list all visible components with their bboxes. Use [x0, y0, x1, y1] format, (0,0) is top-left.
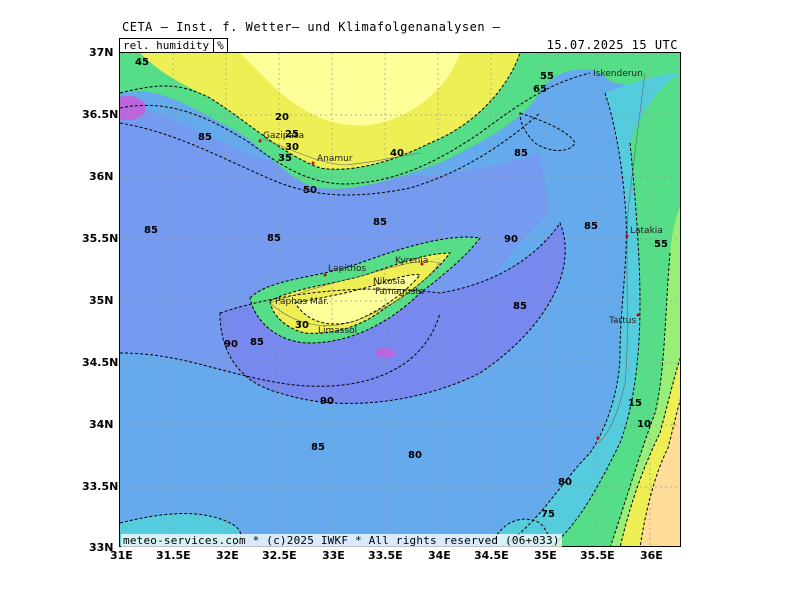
cyprus-pale — [295, 274, 420, 324]
city-label-tartus: Tartus — [608, 316, 636, 326]
map-title: CETA – Inst. f. Wetter– und Klimafolgena… — [122, 20, 501, 34]
contour-label: 30 — [295, 320, 309, 331]
city-label-nikosia: Nikosia — [373, 277, 405, 287]
humidity-map: Gazipasa Anamur Lapithos Kyrenia Nikosia… — [119, 52, 681, 547]
lon-label: 31.5E — [156, 549, 191, 562]
lat-label: 35.5N — [82, 232, 119, 245]
lat-label: 36N — [89, 170, 114, 183]
contour-label: 35 — [278, 153, 292, 164]
city-label-iskenderun: Iskenderun — [593, 69, 643, 79]
lon-label: 31E — [110, 549, 133, 562]
contour-label: 80 — [408, 450, 422, 461]
contour-lines — [120, 53, 680, 546]
contour-label: 80 — [558, 477, 572, 488]
contour-label: 85 — [267, 233, 281, 244]
lon-label: 34E — [428, 549, 451, 562]
city-gazipasa — [258, 139, 262, 143]
contour-label: 40 — [390, 148, 404, 159]
contour-label: 85 — [311, 442, 325, 453]
lon-label: 35E — [534, 549, 557, 562]
contour-label: 90 — [320, 396, 334, 407]
city-anamur — [311, 161, 315, 165]
lon-label: 36E — [640, 549, 663, 562]
contour-label: 45 — [135, 57, 149, 68]
city-label-gazipasa: Gazipasa — [263, 131, 304, 141]
city-marker-south — [596, 436, 600, 440]
levant-green — [552, 74, 680, 546]
lat-label: 37N — [89, 46, 114, 59]
lat-label: 33N — [89, 541, 114, 554]
city-tartus — [636, 313, 640, 317]
contour-label: 75 — [541, 509, 555, 520]
city-label-kyrenia: Kyrenia — [395, 256, 428, 266]
lat-label: 35N — [89, 294, 114, 307]
city-kyrenia — [420, 262, 424, 266]
lon-label: 35.5E — [580, 549, 615, 562]
contour-label: 85 — [584, 221, 598, 232]
lon-label: 33.5E — [368, 549, 403, 562]
city-markers: Gazipasa Anamur Lapithos Kyrenia Nikosia… — [258, 69, 663, 440]
contour-labels: 45 20 25 30 35 40 85 50 55 65 85 85 85 8… — [135, 57, 668, 520]
lat-label: 33.5N — [82, 480, 119, 493]
contour-label: 30 — [285, 142, 299, 153]
unit-label: % — [213, 39, 224, 52]
lon-label: 32.5E — [262, 549, 297, 562]
city-label-anamur: Anamur — [317, 154, 353, 164]
graticule — [120, 53, 680, 546]
contour-label: 15 — [628, 398, 642, 409]
city-latakia — [625, 234, 629, 238]
city-label-lapithos: Lapithos — [328, 264, 366, 274]
lat-label: 34N — [89, 418, 114, 431]
contour-label: 10 — [637, 419, 651, 430]
city-label-paphos: Paphos Mar. — [275, 297, 329, 307]
contour-label: 90 — [504, 234, 518, 245]
copyright-footer: meteo-services.com * (c)2025 IWKF * All … — [121, 534, 562, 547]
lat-label: 36.5N — [82, 108, 119, 121]
lon-label: 33E — [322, 549, 345, 562]
map-canvas: Gazipasa Anamur Lapithos Kyrenia Nikosia… — [120, 53, 680, 546]
valid-time: 15.07.2025 15 UTC — [546, 38, 678, 52]
contour-label: 85 — [513, 301, 527, 312]
lon-label: 34.5E — [474, 549, 509, 562]
contour-label: 25 — [285, 129, 299, 140]
contour-label: 85 — [198, 132, 212, 143]
contour-label: 55 — [654, 239, 668, 250]
turkey-pale — [240, 53, 460, 126]
city-lapithos — [323, 273, 327, 277]
contour-label: 85 — [373, 217, 387, 228]
very-moist-spot — [120, 96, 146, 120]
lat-label: 34.5N — [82, 356, 119, 369]
contour-label: 65 — [533, 84, 547, 95]
variable-name: rel. humidity — [123, 39, 210, 52]
lon-label: 32E — [216, 549, 239, 562]
contour-label: 20 — [275, 112, 289, 123]
city-label-famagusta: Famagusta — [375, 287, 424, 297]
contour-label: 85 — [250, 337, 264, 348]
contour-label: 90 — [224, 339, 238, 350]
coastlines — [259, 72, 646, 444]
city-label-latakia: Latakia — [630, 226, 663, 236]
contour-label: 50 — [303, 185, 317, 196]
city-label-limassol: Limassol — [318, 326, 357, 336]
contour-label: 85 — [144, 225, 158, 236]
contour-label: 85 — [514, 148, 528, 159]
contour-label: 55 — [540, 71, 554, 82]
